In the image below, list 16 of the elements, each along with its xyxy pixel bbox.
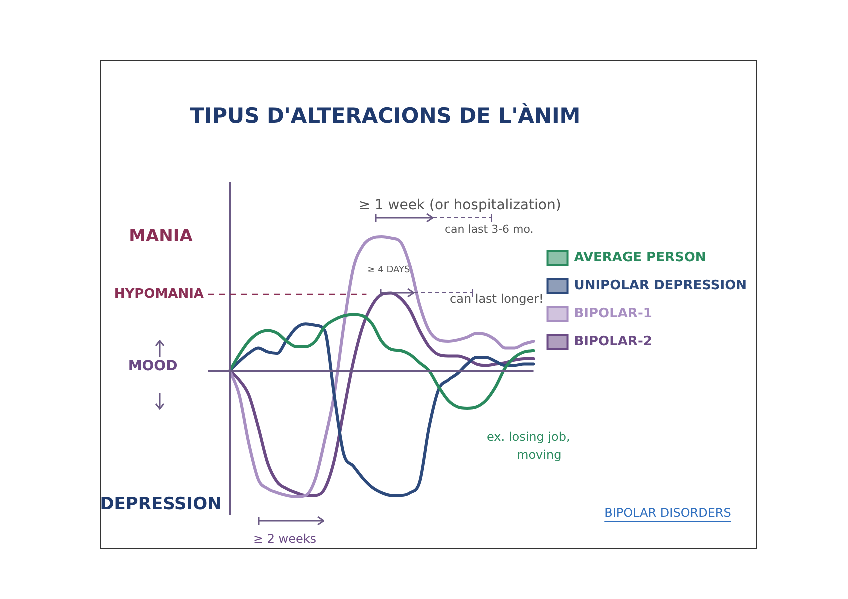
ref-line-label: HYPOMANIA [114,286,204,302]
text: ≥ 1 week (or hospitalization) [358,198,562,214]
annotation: ≥ 4 DAYS [368,265,410,276]
legend-label: AVERAGE PERSON [574,250,706,266]
chart-title: TIPUS D'ALTERACIONS DE L'ÀNIM [190,104,581,128]
y-axis-title: MOOD [128,358,178,375]
legend-label: BIPOLAR-1 [574,306,652,322]
text: DEPRESSION [100,494,222,514]
annotation: ex. losing job, moving [487,430,570,462]
legend-label: UNIPOLAR DEPRESSION [574,278,747,294]
text: MANIA [129,226,194,246]
text: can last 3-6 mo. [445,222,534,236]
legend-label: BIPOLAR-2 [574,334,652,350]
annotation: can last longer! [450,292,544,306]
text: BIPOLAR DISORDERS [604,506,732,520]
text: ≥ 2 weeks [253,532,317,546]
